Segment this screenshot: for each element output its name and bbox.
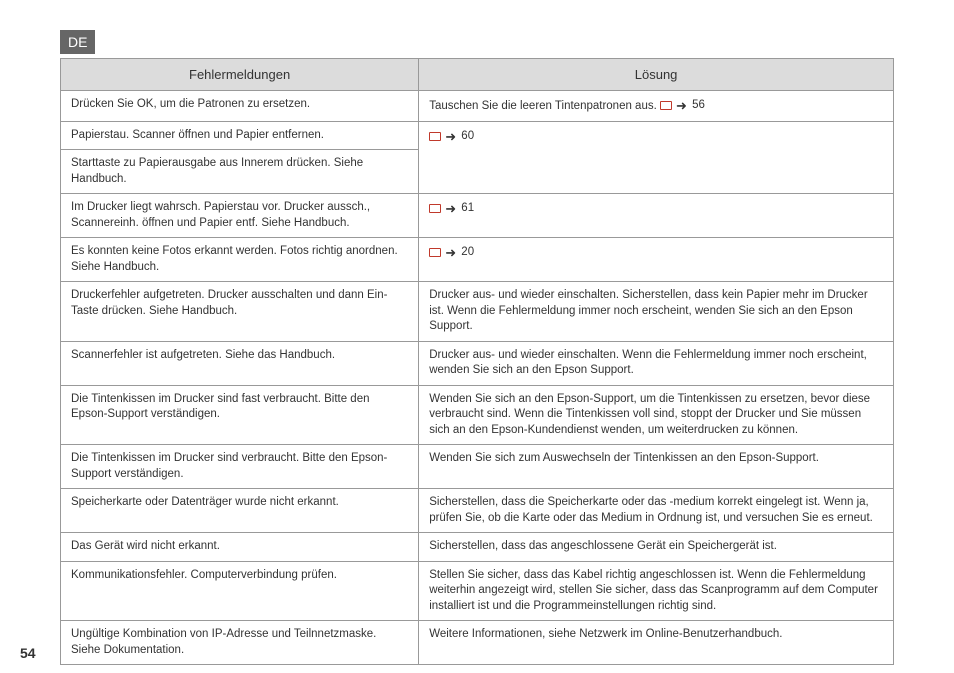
arrow-icon: ➜: [445, 200, 456, 218]
error-cell: Drücken Sie OK, um die Patronen zu erset…: [61, 91, 419, 122]
book-icon: [429, 204, 441, 213]
book-icon: [429, 248, 441, 257]
solution-cell: Drucker aus- und wieder einschalten. Sic…: [419, 282, 894, 342]
table-row: Das Gerät wird nicht erkannt. Sicherstel…: [61, 533, 894, 562]
solution-cell: Weitere Informationen, siehe Netzwerk im…: [419, 621, 894, 665]
page-ref: 20: [461, 246, 474, 258]
table-row: Die Tintenkissen im Drucker sind fast ve…: [61, 385, 894, 445]
error-cell: Kommunikationsfehler. Computerverbindung…: [61, 561, 419, 621]
table-row: Scannerfehler ist aufgetreten. Siehe das…: [61, 341, 894, 385]
solution-cell: Tauschen Sie die leeren Tintenpatronen a…: [419, 91, 894, 122]
solution-cell: Wenden Sie sich an den Epson-Support, um…: [419, 385, 894, 445]
solution-cell: Wenden Sie sich zum Auswechseln der Tint…: [419, 445, 894, 489]
page-number: 54: [20, 645, 36, 661]
header-solution: Lösung: [419, 59, 894, 91]
language-badge: DE: [60, 30, 95, 54]
error-messages-table: Fehlermeldungen Lösung Drücken Sie OK, u…: [60, 58, 894, 665]
solution-text: Tauschen Sie die leeren Tintenpatronen a…: [429, 100, 660, 112]
solution-cell: Stellen Sie sicher, dass das Kabel richt…: [419, 561, 894, 621]
solution-cell: ➜ 61: [419, 194, 894, 238]
solution-cell: Sicherstellen, dass das angeschlossene G…: [419, 533, 894, 562]
error-cell: Papierstau. Scanner öffnen und Papier en…: [61, 121, 419, 150]
error-cell: Speicherkarte oder Datenträger wurde nic…: [61, 489, 419, 533]
error-cell: Im Drucker liegt wahrsch. Papierstau vor…: [61, 194, 419, 238]
error-cell: Druckerfehler aufgetreten. Drucker aussc…: [61, 282, 419, 342]
error-cell: Ungültige Kombination von IP-Adresse und…: [61, 621, 419, 665]
page-ref: 56: [692, 99, 705, 111]
error-cell: Das Gerät wird nicht erkannt.: [61, 533, 419, 562]
table-row: Ungültige Kombination von IP-Adresse und…: [61, 621, 894, 665]
table-row: Es konnten keine Fotos erkannt werden. F…: [61, 238, 894, 282]
table-row: Die Tintenkissen im Drucker sind verbrau…: [61, 445, 894, 489]
arrow-icon: ➜: [445, 128, 456, 146]
solution-cell: Drucker aus- und wieder einschalten. Wen…: [419, 341, 894, 385]
table-row: Drücken Sie OK, um die Patronen zu erset…: [61, 91, 894, 122]
table-row: Im Drucker liegt wahrsch. Papierstau vor…: [61, 194, 894, 238]
book-icon: [660, 101, 672, 110]
table-row: Speicherkarte oder Datenträger wurde nic…: [61, 489, 894, 533]
book-icon: [429, 132, 441, 141]
arrow-icon: ➜: [676, 97, 687, 115]
error-cell: Starttaste zu Papierausgabe aus Innerem …: [61, 150, 419, 194]
table-row: Papierstau. Scanner öffnen und Papier en…: [61, 121, 894, 150]
error-cell: Die Tintenkissen im Drucker sind verbrau…: [61, 445, 419, 489]
solution-cell: Sicherstellen, dass die Speicherkarte od…: [419, 489, 894, 533]
error-cell: Es konnten keine Fotos erkannt werden. F…: [61, 238, 419, 282]
page-ref: 60: [461, 130, 474, 142]
error-cell: Scannerfehler ist aufgetreten. Siehe das…: [61, 341, 419, 385]
arrow-icon: ➜: [445, 244, 456, 262]
error-cell: Die Tintenkissen im Drucker sind fast ve…: [61, 385, 419, 445]
header-error-messages: Fehlermeldungen: [61, 59, 419, 91]
table-row: Kommunikationsfehler. Computerverbindung…: [61, 561, 894, 621]
solution-cell: ➜ 20: [419, 238, 894, 282]
table-row: Druckerfehler aufgetreten. Drucker aussc…: [61, 282, 894, 342]
solution-cell: ➜ 60: [419, 121, 894, 194]
page-ref: 61: [461, 202, 474, 214]
